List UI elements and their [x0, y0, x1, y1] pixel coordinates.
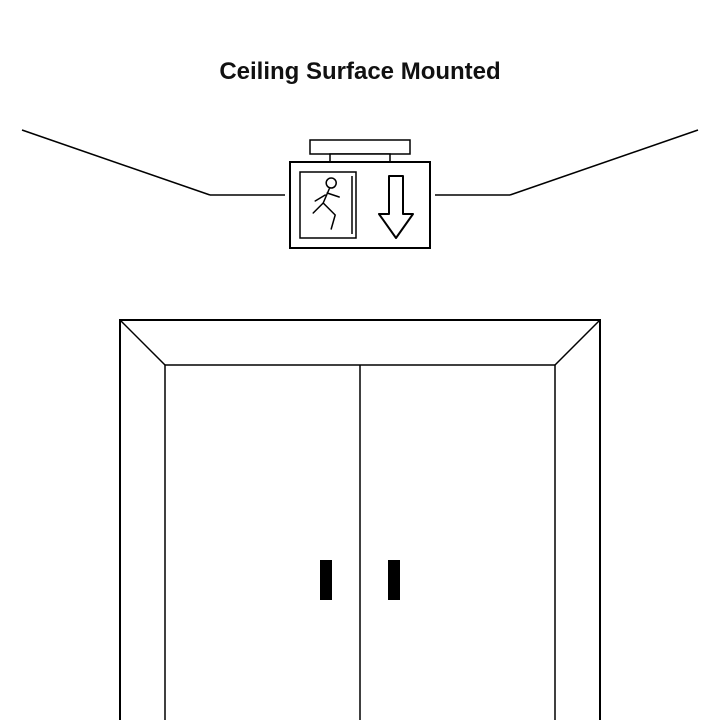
diagram-svg	[0, 0, 720, 720]
diagram-canvas: Ceiling Surface Mounted	[0, 0, 720, 720]
